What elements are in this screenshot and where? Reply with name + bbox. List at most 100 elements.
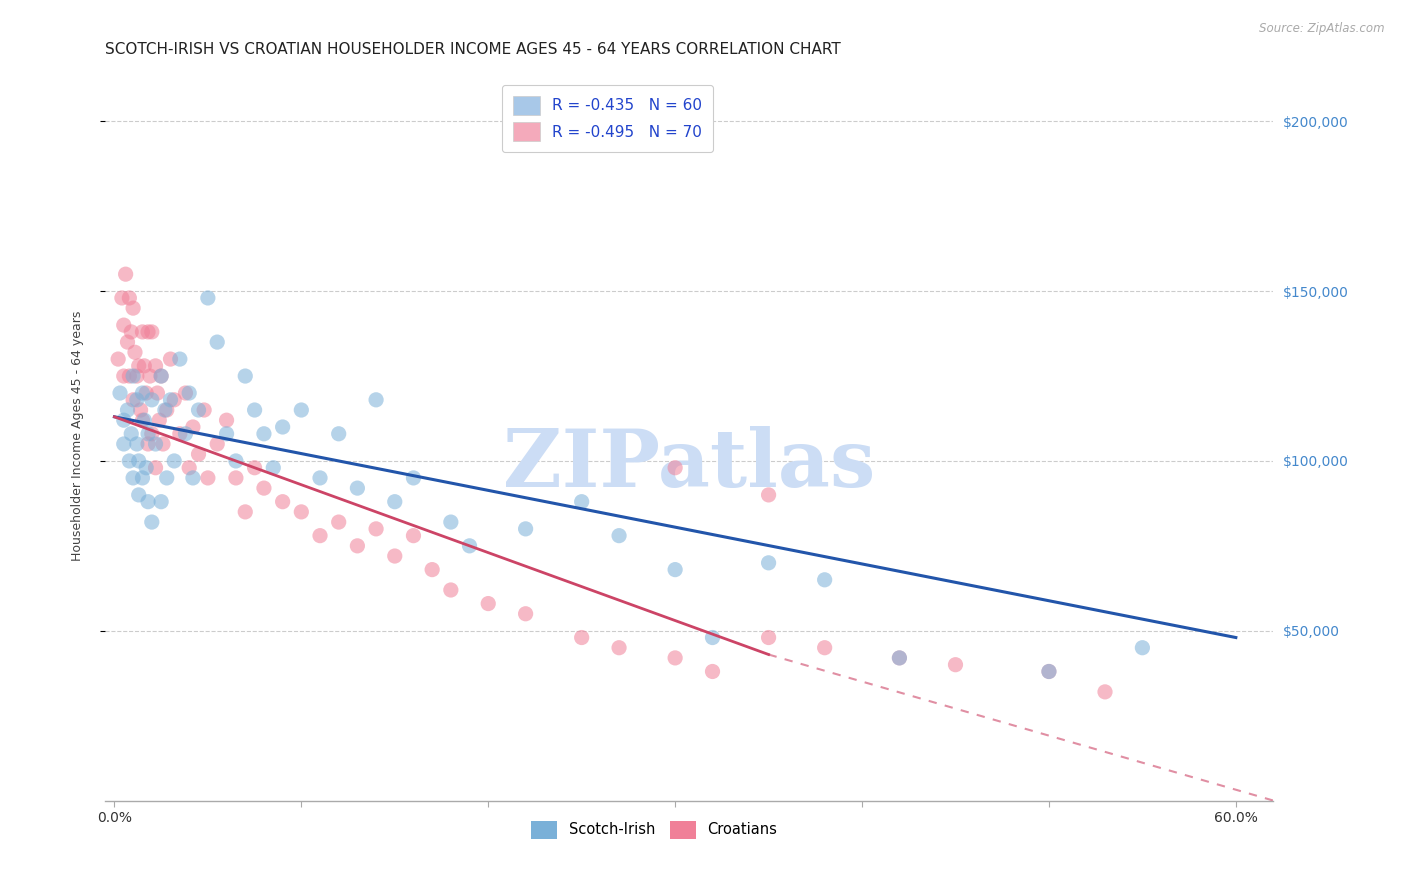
Point [193,403,215,417]
Point [136,494,159,508]
Point [139,369,162,384]
Point [364,522,387,536]
Point [117,335,139,350]
Point [758,631,780,645]
Point [187,447,209,461]
Point [141,325,163,339]
Point [122,301,145,315]
Point [702,665,724,679]
Point [163,454,186,468]
Point [607,640,630,655]
Point [134,413,156,427]
Point [136,325,159,339]
Point [181,471,204,485]
Point [150,494,173,508]
Point [122,392,145,407]
Point [145,359,167,373]
Point [290,505,312,519]
Point [136,426,159,441]
Point [107,352,129,367]
Point [402,471,425,485]
Point [136,437,159,451]
Point [271,420,294,434]
Point [328,426,350,441]
Point [225,471,247,485]
Point [117,403,139,417]
Point [262,460,284,475]
Point [402,529,425,543]
Point [108,386,131,401]
Point [515,522,537,536]
Point [253,481,276,495]
Point [120,426,142,441]
Point [120,325,142,339]
Point [205,437,228,451]
Point [181,420,204,434]
Point [290,403,312,417]
Point [156,471,179,485]
Point [607,529,630,543]
Point [129,403,152,417]
Point [758,488,780,502]
Point [309,529,332,543]
Point [135,460,157,475]
Point [1038,665,1060,679]
Point [128,488,150,502]
Point [364,392,387,407]
Point [515,607,537,621]
Point [112,369,135,384]
Point [477,597,499,611]
Point [114,267,136,281]
Point [146,386,169,401]
Point [664,563,686,577]
Point [814,640,837,655]
Point [440,582,463,597]
Text: ZIPatlas: ZIPatlas [503,425,876,504]
Point [118,369,141,384]
Point [197,291,219,305]
Text: Source: ZipAtlas.com: Source: ZipAtlas.com [1260,22,1385,36]
Point [145,460,167,475]
Point [125,437,148,451]
Legend: Scotch-Irish, Croatians: Scotch-Irish, Croatians [524,815,783,845]
Point [135,386,157,401]
Point [243,403,266,417]
Point [205,335,228,350]
Point [309,471,332,485]
Point [179,460,201,475]
Point [889,651,911,665]
Point [346,539,368,553]
Point [153,403,176,417]
Point [346,481,368,495]
Point [1094,685,1116,699]
Point [148,413,170,427]
Point [128,454,150,468]
Point [169,352,191,367]
Point [197,471,219,485]
Point [122,471,145,485]
Point [152,437,174,451]
Point [271,494,294,508]
Point [702,631,724,645]
Point [112,413,135,427]
Point [458,539,481,553]
Point [141,515,163,529]
Point [215,413,238,427]
Point [253,426,276,441]
Point [141,426,163,441]
Point [141,392,163,407]
Point [384,549,406,563]
Point [233,369,256,384]
Point [384,494,406,508]
Point [131,471,153,485]
Point [159,392,181,407]
Point [159,352,181,367]
Point [187,403,209,417]
Point [945,657,967,672]
Point [118,454,141,468]
Text: SCOTCH-IRISH VS CROATIAN HOUSEHOLDER INCOME AGES 45 - 64 YEARS CORRELATION CHART: SCOTCH-IRISH VS CROATIAN HOUSEHOLDER INC… [105,42,841,57]
Point [122,369,145,384]
Point [440,515,463,529]
Point [225,454,247,468]
Point [128,359,150,373]
